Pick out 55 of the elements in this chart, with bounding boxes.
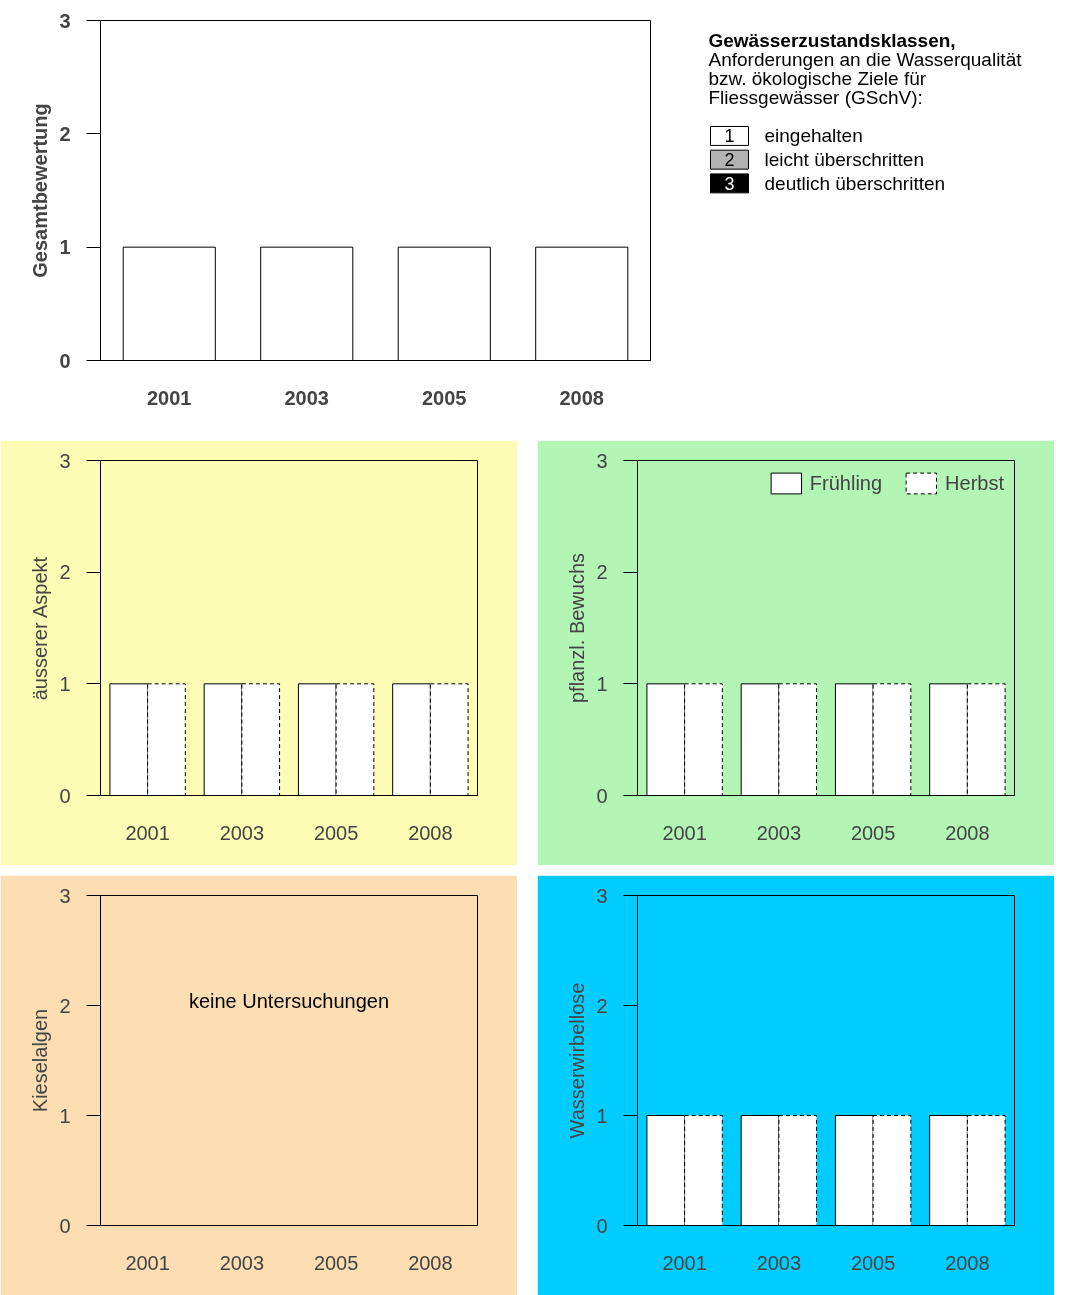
- y-tick-label: 2: [59, 994, 71, 1017]
- legend-label: Herbst: [945, 471, 1004, 495]
- y-tick-label: 1: [596, 672, 608, 695]
- x-tick-label: 2005: [422, 386, 467, 409]
- y-tick-label: 2: [596, 994, 608, 1017]
- x-tick-label: 2003: [284, 386, 329, 409]
- x-tick-label: 2001: [662, 821, 707, 844]
- y-tick-label: 3: [596, 884, 608, 907]
- y-tick-label: 1: [59, 236, 71, 259]
- y-axis-title: pflanzl. Bewuchs: [566, 552, 589, 704]
- y-axis-title: Kieselalgen: [29, 1008, 52, 1113]
- x-tick-label: 2001: [125, 821, 170, 844]
- x-tick-label: 2001: [147, 386, 192, 409]
- y-tick-label: 0: [59, 349, 71, 372]
- x-tick-label: 2001: [125, 1251, 170, 1274]
- y-axis-title: Wasserwirbellose: [566, 982, 589, 1139]
- category-label: leicht überschritten: [764, 149, 924, 171]
- x-tick-label: 2008: [408, 821, 453, 844]
- y-tick-label: 2: [596, 561, 608, 584]
- x-tick-label: 2005: [850, 1251, 896, 1274]
- y-tick-label: 1: [59, 1104, 71, 1127]
- x-tick-label: 2003: [219, 1251, 265, 1274]
- y-axis-title: Gesamtbewertung: [29, 103, 52, 278]
- y-tick-label: 0: [596, 784, 608, 807]
- y-tick-label: 3: [59, 884, 71, 907]
- y-tick-label: 1: [59, 672, 71, 695]
- x-tick-label: 2005: [313, 821, 359, 844]
- y-tick-label: 3: [596, 449, 608, 472]
- y-axis-title: äusserer Aspekt: [29, 556, 52, 701]
- x-tick-label: 2005: [313, 1251, 359, 1274]
- y-tick-label: 0: [59, 1214, 71, 1237]
- data-label: 3: [724, 173, 735, 194]
- x-tick-label: 2003: [756, 1251, 802, 1274]
- y-tick-label: 3: [59, 9, 71, 32]
- y-tick-label: 2: [59, 561, 71, 584]
- y-tick-label: 1: [596, 1104, 608, 1127]
- category-label: eingehalten: [764, 125, 863, 147]
- legend-label: Frühling: [809, 471, 883, 495]
- x-tick-label: 2008: [945, 1251, 990, 1274]
- x-tick-label: 2003: [219, 821, 265, 844]
- data-label: 1: [724, 126, 735, 147]
- y-tick-label: 2: [59, 122, 71, 145]
- y-tick-label: 0: [59, 784, 71, 807]
- x-tick-label: 2003: [756, 821, 802, 844]
- x-tick-label: 2008: [945, 821, 990, 844]
- x-tick-label: 2001: [662, 1251, 707, 1274]
- data-label: 2: [724, 150, 735, 171]
- category-label: deutlich überschritten: [764, 172, 946, 194]
- x-tick-label: 2008: [408, 1251, 453, 1274]
- text: Gewässerzustandsklassen,: [708, 29, 956, 51]
- annotation: keine Untersuchungen: [188, 990, 390, 1013]
- x-tick-label: 2008: [559, 386, 604, 409]
- x-tick-label: 2005: [850, 821, 896, 844]
- y-tick-label: 3: [59, 449, 71, 472]
- y-tick-label: 0: [596, 1214, 608, 1237]
